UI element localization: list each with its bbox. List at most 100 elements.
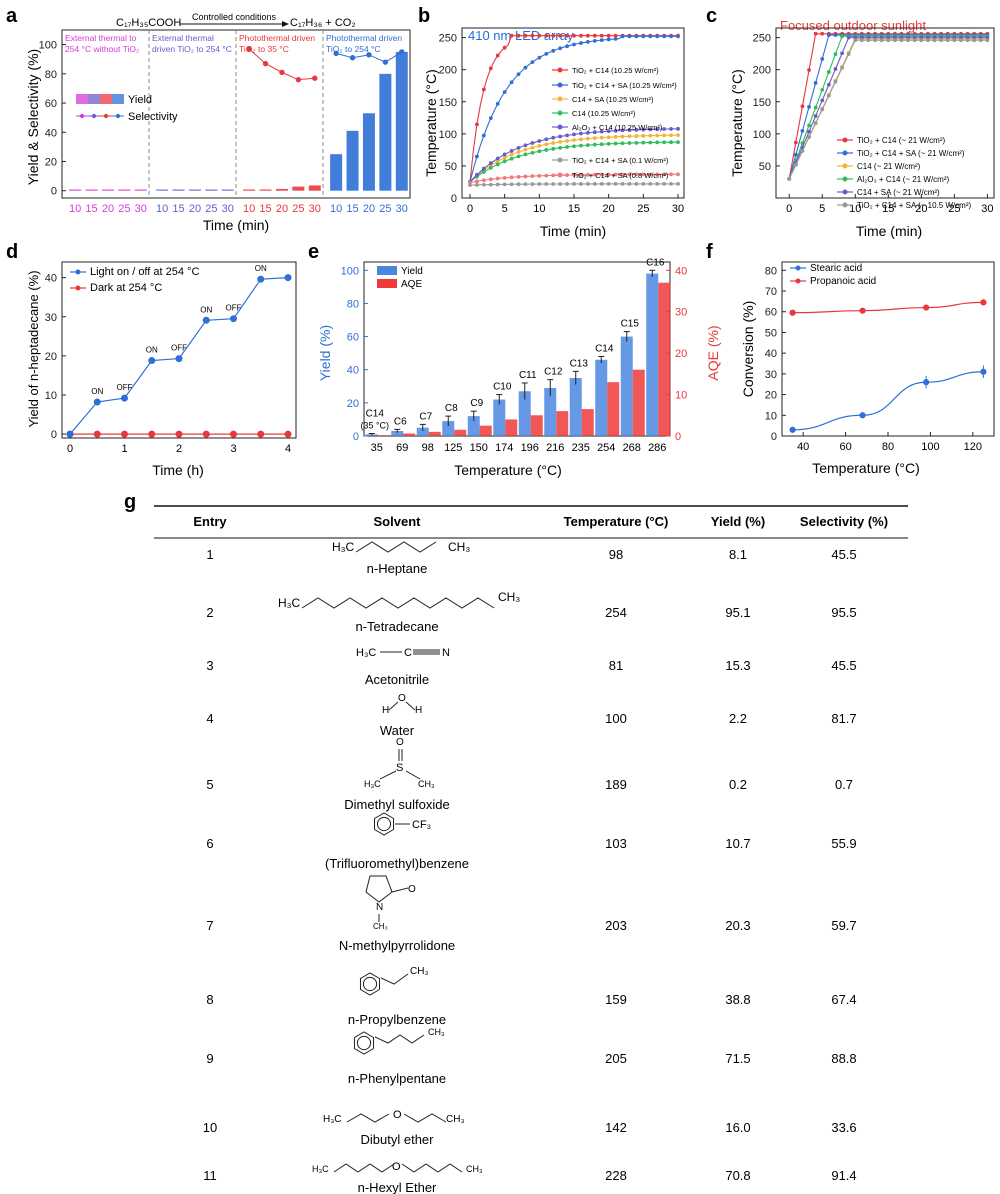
table-cell-yield: 2.2: [729, 711, 747, 726]
structure-bond: [391, 887, 409, 893]
table-cell-solvent: (Trifluoromethyl)benzene: [325, 856, 469, 871]
series-point: [558, 33, 563, 38]
series-point: [537, 143, 542, 148]
series-point: [284, 430, 292, 438]
yield-bar: [259, 189, 272, 191]
structure-atom-label: H₃C: [323, 1114, 342, 1125]
panel-letter-c: c: [706, 5, 717, 27]
yield-bar: [362, 113, 375, 191]
legend-selectivity-marker: [115, 113, 121, 119]
structure-atom-label: CH₃: [418, 779, 435, 789]
series-point: [551, 146, 556, 151]
panel-a-xtick-label: 20: [102, 203, 114, 215]
table-cell-solvent: Dibutyl ether: [361, 1132, 435, 1147]
series-point: [516, 174, 521, 179]
selectivity-point: [312, 75, 318, 81]
series-point: [826, 93, 831, 98]
series-point: [813, 121, 818, 126]
panel-a-xtick-label: 10: [330, 203, 342, 215]
series-point: [789, 309, 796, 316]
series-point: [676, 140, 680, 145]
panel-a-xtick-label: 25: [118, 203, 130, 215]
series-point: [509, 152, 514, 157]
series-point: [669, 172, 673, 177]
series-point: [592, 142, 597, 147]
panel-d-ytick-label: 30: [45, 312, 57, 324]
legend-entry-marker: [795, 278, 801, 284]
panel-e-xtick-label: 69: [396, 442, 408, 454]
series-point: [620, 182, 625, 186]
panel-a-xtick-label: 15: [346, 203, 358, 215]
aqe-bar: [377, 435, 390, 436]
aqe-bar: [607, 382, 620, 436]
panel-e-xtick-label: 286: [648, 442, 666, 454]
panel-c-xtick-label: 10: [849, 203, 861, 215]
series-point: [912, 38, 917, 43]
legend-entry-label: TiO₂ + C14 + SA (~ 21 W/cm²): [857, 149, 965, 158]
table-cell-selectivity: 88.8: [831, 1051, 856, 1066]
panel-d-xtick-label: 1: [121, 443, 127, 455]
series-point: [495, 53, 500, 58]
legend-yield-swatch: [100, 94, 112, 104]
structure-bond: [346, 1113, 390, 1123]
panel-c-frame: [775, 27, 995, 199]
panel-c-plot: 50 100 150 200 250 0 5 10 15 20 25 30 TiO₂ + C14 (~ …: [753, 27, 995, 215]
panel-d-xtick-label: 3: [230, 443, 236, 455]
panel-c-ytick-label: 50: [759, 161, 771, 173]
series-point: [537, 55, 542, 60]
series-point: [565, 182, 569, 186]
table-cell-selectivity: 33.6: [831, 1120, 856, 1135]
structure-atom-label: CH₃: [448, 540, 470, 554]
table-cell-entry: 1: [206, 547, 213, 562]
panel-e-right-ytick-label: 40: [675, 265, 687, 277]
series-point: [859, 412, 866, 419]
series-point: [800, 104, 805, 109]
series-point: [634, 140, 639, 145]
bar-label-note: (35 °C): [360, 420, 389, 430]
series-point: [662, 172, 667, 177]
panel-d-xtick-label: 4: [285, 443, 291, 455]
panel-f-frame: [781, 261, 995, 437]
table-cell-temperature: 254: [605, 605, 627, 620]
aqe-bar: [403, 433, 416, 436]
structure-bond: [388, 701, 399, 711]
series-point: [592, 39, 597, 43]
panel-e-ylabel-left: Yield (%): [317, 325, 333, 381]
panel-e-xtick-label: 216: [546, 442, 564, 454]
series-point: [813, 114, 818, 118]
series-point: [509, 33, 514, 38]
table-cell-temperature: 100: [605, 711, 627, 726]
yield-bar: [118, 189, 131, 191]
series-point: [572, 132, 576, 137]
panel-a-ytick-label: 20: [45, 156, 57, 168]
series-point: [800, 149, 805, 153]
series-point: [66, 430, 74, 438]
series-point: [481, 170, 486, 174]
legend-selectivity-marker: [103, 113, 109, 119]
series-point: [613, 37, 618, 41]
on-off-annotation: OFF: [117, 383, 133, 392]
group-title: driven TiO₂ to 254 °C: [152, 44, 232, 54]
series-point: [648, 140, 653, 145]
series-point: [502, 152, 507, 157]
series-point: [641, 181, 646, 186]
series-point: [468, 180, 472, 185]
panel-e-right-ytick-label: 0: [675, 431, 681, 443]
series-point: [558, 134, 563, 139]
table-cell-yield: 16.0: [725, 1120, 750, 1135]
on-off-annotation: ON: [255, 264, 267, 273]
benzene-ring: [373, 812, 395, 836]
series-point: [807, 129, 811, 134]
table-cell-yield: 8.1: [729, 547, 747, 562]
series-point: [627, 141, 632, 145]
series-point: [502, 90, 507, 94]
series-point: [648, 127, 653, 132]
panel-b-xtick-label: 30: [672, 203, 684, 215]
table-cell-solvent: n-Tetradecane: [355, 619, 438, 634]
legend-entry-marker: [842, 137, 848, 143]
series-point: [509, 156, 514, 161]
structure-atom-label: H₃C: [312, 1164, 329, 1174]
yield-bar: [346, 130, 359, 191]
table-cell-yield: 20.3: [725, 918, 750, 933]
series-point: [585, 39, 590, 44]
